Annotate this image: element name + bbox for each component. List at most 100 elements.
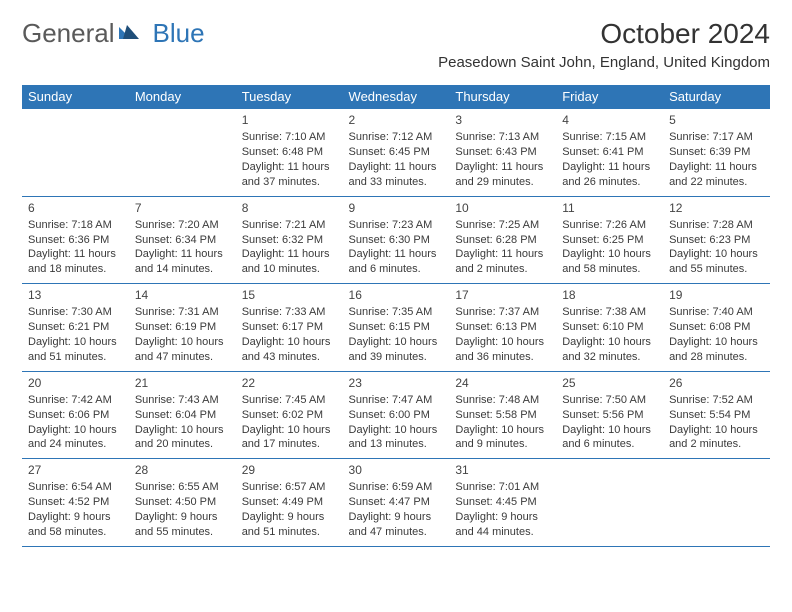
calendar-cell: 10Sunrise: 7:25 AMSunset: 6:28 PMDayligh…: [449, 196, 556, 284]
daylight-line: and 17 minutes.: [242, 437, 337, 452]
weekday-header: Saturday: [663, 85, 770, 109]
daylight-line: and 14 minutes.: [135, 262, 230, 277]
day-number: 19: [669, 287, 764, 303]
calendar-cell: 25 Sunrise: 7:50 AMSunset: 5:56 PMDayligh…: [556, 371, 663, 459]
calendar-row: 6Sunrise: 7:18 AMSunset: 6:36 PMDaylight…: [22, 196, 770, 284]
calendar-cell: 30Sunrise: 6:59 AMSunset: 4:47 PMDayligh…: [343, 459, 450, 547]
sunset-line: Sunset: 6:10 PM: [562, 320, 657, 335]
daylight-line: and 43 minutes.: [242, 350, 337, 365]
sunrise-line: Sunrise: 7:10 AM: [242, 130, 337, 145]
calendar-cell: 14Sunrise: 7:31 AMSunset: 6:19 PMDayligh…: [129, 284, 236, 372]
daylight-line: and 51 minutes.: [242, 525, 337, 540]
calendar-cell: 22Sunrise: 7:45 AMSunset: 6:02 PMDayligh…: [236, 371, 343, 459]
sunrise-line: Sunrise: 7:40 AM: [669, 305, 764, 320]
daylight-line: Daylight: 10 hours: [242, 335, 337, 350]
sunrise-line: Sunrise: 6:59 AM: [349, 480, 444, 495]
calendar-cell: 9Sunrise: 7:23 AMSunset: 6:30 PMDaylight…: [343, 196, 450, 284]
daylight-line: Daylight: 11 hours: [242, 247, 337, 262]
daylight-line: and 6 minutes.: [349, 262, 444, 277]
daylight-line: Daylight: 10 hours: [562, 335, 657, 350]
daylight-line: Daylight: 10 hours: [669, 335, 764, 350]
day-number: 8: [242, 200, 337, 216]
day-number: 28: [135, 462, 230, 478]
day-number: 27: [28, 462, 123, 478]
sunrise-line: Sunrise: 7:12 AM: [349, 130, 444, 145]
calendar-cell: [663, 459, 770, 547]
daylight-line: Daylight: 10 hours: [455, 423, 550, 438]
sunset-line: Sunset: 6:06 PM: [28, 408, 123, 423]
calendar-cell: 31Sunrise: 7:01 AMSunset: 4:45 PMDayligh…: [449, 459, 556, 547]
day-number: 21: [135, 375, 230, 391]
calendar-cell: 17Sunrise: 7:37 AMSunset: 6:13 PMDayligh…: [449, 284, 556, 372]
sunset-line: Sunset: 6:15 PM: [349, 320, 444, 335]
sunset-line: Sunset: 4:45 PM: [455, 495, 550, 510]
calendar-cell: 7Sunrise: 7:20 AMSunset: 6:34 PMDaylight…: [129, 196, 236, 284]
calendar-cell: 24Sunrise: 7:48 AMSunset: 5:58 PMDayligh…: [449, 371, 556, 459]
calendar-table: Sunday Monday Tuesday Wednesday Thursday…: [22, 85, 770, 547]
weekday-header: Friday: [556, 85, 663, 109]
sunrise-line: Sunrise: 7:26 AM: [562, 218, 657, 233]
daylight-line: and 44 minutes.: [455, 525, 550, 540]
calendar-cell: 28Sunrise: 6:55 AMSunset: 4:50 PMDayligh…: [129, 459, 236, 547]
daylight-line: Daylight: 10 hours: [242, 423, 337, 438]
sunrise-line: Sunrise: 7:37 AM: [455, 305, 550, 320]
daylight-line: and 28 minutes.: [669, 350, 764, 365]
sunrise-line: Sunrise: 7:17 AM: [669, 130, 764, 145]
daylight-line: Daylight: 9 hours: [349, 510, 444, 525]
sunset-line: Sunset: 6:30 PM: [349, 233, 444, 248]
daylight-line: Daylight: 11 hours: [135, 247, 230, 262]
daylight-line: Daylight: 11 hours: [562, 160, 657, 175]
sunrise-line: Sunrise: 7:52 AM: [669, 393, 764, 408]
sunrise-line: Sunrise: 7:38 AM: [562, 305, 657, 320]
day-number: 1: [242, 112, 337, 128]
daylight-line: and 24 minutes.: [28, 437, 123, 452]
day-number: 17: [455, 287, 550, 303]
day-number: 6: [28, 200, 123, 216]
sunrise-line: Sunrise: 6:57 AM: [242, 480, 337, 495]
sunset-line: Sunset: 4:50 PM: [135, 495, 230, 510]
daylight-line: Daylight: 9 hours: [28, 510, 123, 525]
sunrise-line: Sunrise: 7:50 AM: [562, 393, 657, 408]
daylight-line: and 20 minutes.: [135, 437, 230, 452]
daylight-line: and 47 minutes.: [135, 350, 230, 365]
sunrise-line: Sunrise: 7:18 AM: [28, 218, 123, 233]
sunset-line: Sunset: 4:49 PM: [242, 495, 337, 510]
sunrise-line: Sunrise: 7:21 AM: [242, 218, 337, 233]
day-number: 30: [349, 462, 444, 478]
calendar-cell: 21Sunrise: 7:43 AMSunset: 6:04 PMDayligh…: [129, 371, 236, 459]
logo: General Blue: [22, 18, 205, 49]
daylight-line: and 51 minutes.: [28, 350, 123, 365]
daylight-line: and 36 minutes.: [455, 350, 550, 365]
sunset-line: Sunset: 6:13 PM: [455, 320, 550, 335]
sunset-line: Sunset: 6:00 PM: [349, 408, 444, 423]
sunset-line: Sunset: 5:56 PM: [562, 408, 657, 423]
logo-triangle-icon: [119, 21, 141, 46]
sunrise-line: Sunrise: 7:48 AM: [455, 393, 550, 408]
calendar-cell: 3Sunrise: 7:13 AMSunset: 6:43 PMDaylight…: [449, 109, 556, 197]
day-number: 11: [562, 200, 657, 216]
daylight-line: Daylight: 11 hours: [349, 247, 444, 262]
sunset-line: Sunset: 6:04 PM: [135, 408, 230, 423]
day-number: 31: [455, 462, 550, 478]
calendar-cell: 8Sunrise: 7:21 AMSunset: 6:32 PMDaylight…: [236, 196, 343, 284]
daylight-line: and 37 minutes.: [242, 175, 337, 190]
daylight-line: Daylight: 10 hours: [562, 423, 657, 438]
calendar-row: 13Sunrise: 7:30 AMSunset: 6:21 PMDayligh…: [22, 284, 770, 372]
sunrise-line: Sunrise: 7:13 AM: [455, 130, 550, 145]
daylight-line: Daylight: 10 hours: [349, 335, 444, 350]
day-number: 12: [669, 200, 764, 216]
calendar-cell: 29Sunrise: 6:57 AMSunset: 4:49 PMDayligh…: [236, 459, 343, 547]
daylight-line: Daylight: 10 hours: [669, 423, 764, 438]
calendar-cell: [129, 109, 236, 197]
location-subtitle: Peasedown Saint John, England, United Ki…: [438, 54, 770, 71]
sunrise-line: Sunrise: 6:54 AM: [28, 480, 123, 495]
weekday-header: Sunday: [22, 85, 129, 109]
sunrise-line: Sunrise: 7:25 AM: [455, 218, 550, 233]
calendar-cell: 19Sunrise: 7:40 AMSunset: 6:08 PMDayligh…: [663, 284, 770, 372]
day-number: 15: [242, 287, 337, 303]
calendar-row: 1Sunrise: 7:10 AMSunset: 6:48 PMDaylight…: [22, 109, 770, 197]
day-number: 25: [562, 375, 657, 391]
daylight-line: Daylight: 10 hours: [669, 247, 764, 262]
sunset-line: Sunset: 6:21 PM: [28, 320, 123, 335]
sunrise-line: Sunrise: 7:15 AM: [562, 130, 657, 145]
